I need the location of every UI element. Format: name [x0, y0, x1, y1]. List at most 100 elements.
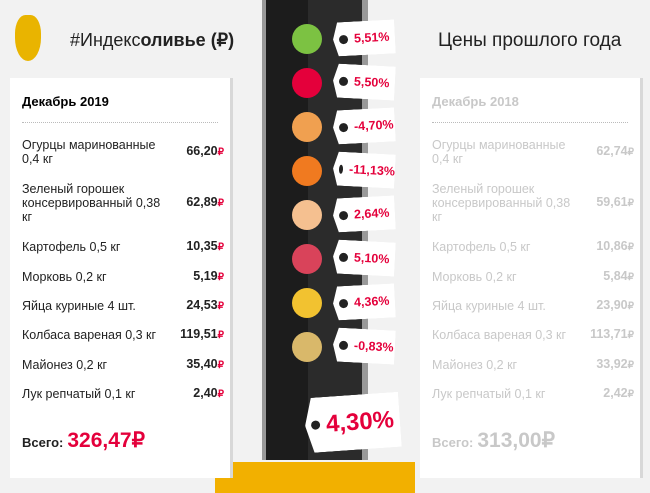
onion-icon: [292, 332, 322, 362]
item-price: 62,74₽: [596, 144, 634, 158]
price-row: Картофель 0,5 кг 10,35₽: [22, 239, 224, 255]
mayonnaise-icon: [292, 288, 322, 318]
sausage-icon: [292, 244, 322, 274]
price-row: Яйца куриные 4 шт. 23,90₽: [432, 298, 634, 314]
item-price: 24,53₽: [186, 298, 224, 312]
change-value: 5,10%: [353, 250, 390, 267]
item-name: Зеленый горошек консервированный 0,38 кг: [432, 182, 571, 224]
total-change-value: 4,30%: [325, 405, 395, 438]
current-total: Всего: 326,47₽: [22, 428, 145, 453]
total-label: Всего:: [432, 435, 474, 450]
price-row: Морковь 0,2 кг 5,84₽: [432, 269, 634, 285]
item-name: Картофель 0,5 кг: [22, 240, 121, 254]
tag-hole: [311, 420, 321, 430]
price-row: Лук репчатый 0,1 кг 2,40₽: [22, 386, 224, 402]
item-name: Морковь 0,2 кг: [22, 270, 107, 284]
item-price: 59,61₽: [596, 195, 634, 209]
change-value: 4,36%: [353, 293, 390, 310]
tag-hole: [339, 252, 348, 261]
item-name: Картофель 0,5 кг: [432, 240, 531, 254]
item-price: 66,20₽: [186, 144, 224, 158]
item-name: Яйца куриные 4 шт.: [22, 299, 136, 313]
current-period: Декабрь 2019: [22, 94, 109, 109]
item-name: Огурцы маринованные 0,4 кг: [432, 138, 566, 166]
carrot-icon: [292, 156, 322, 186]
price-row: Майонез 0,2 кг 33,92₽: [432, 357, 634, 373]
change-value: -0,83%: [353, 338, 394, 355]
total-change-tag: 4,30%: [303, 392, 402, 453]
price-row: Огурцы маринованные 0,4 кг 66,20₽: [22, 138, 224, 166]
total-value: 313,00₽: [477, 429, 555, 452]
item-price: 2,42₽: [603, 386, 634, 400]
price-row: Яйца куриные 4 шт. 24,53₽: [22, 298, 224, 314]
price-row: Зеленый горошек консервированный 0,38 кг…: [22, 182, 224, 224]
item-price: 2,40₽: [193, 386, 224, 400]
change-value: 2,64%: [353, 205, 390, 222]
item-name: Майонез 0,2 кг: [22, 358, 108, 372]
item-name: Лук репчатый 0,1 кг: [22, 387, 136, 401]
item-price: 35,40₽: [186, 357, 224, 371]
item-name: Колбаса вареная 0,3 кг: [432, 328, 567, 342]
price-row: Огурцы маринованные 0,4 кг 62,74₽: [432, 138, 634, 166]
tag-hole: [339, 298, 348, 307]
peas-can-icon: [292, 68, 322, 98]
item-price: 5,19₽: [193, 269, 224, 283]
item-name: Огурцы маринованные 0,4 кг: [22, 138, 156, 166]
change-value: 5,51%: [353, 29, 390, 46]
total-label: Всего:: [22, 435, 64, 450]
change-value: -11,13%: [348, 162, 396, 179]
previous-year-title: Цены прошлого года: [438, 30, 622, 51]
change-tag: 5,51%: [332, 19, 396, 56]
change-tag: -4,70%: [332, 107, 396, 144]
tag-hole: [339, 34, 348, 43]
item-price: 5,84₽: [603, 269, 634, 283]
change-tag: -11,13%: [332, 151, 396, 188]
change-tag: 4,36%: [332, 283, 396, 320]
change-tag: 2,64%: [332, 195, 396, 232]
title-suffix: (₽): [205, 30, 235, 50]
item-name: Морковь 0,2 кг: [432, 270, 517, 284]
current-prices-card: Декабрь 2019 Огурцы маринованные 0,4 кг 6…: [10, 78, 230, 478]
item-name: Майонез 0,2 кг: [432, 358, 518, 372]
coat-of-arms-logo: [15, 15, 41, 61]
previous-total: Всего: 313,00₽: [432, 428, 555, 453]
item-name: Лук репчатый 0,1 кг: [432, 387, 546, 401]
price-row: Лук репчатый 0,1 кг 2,42₽: [432, 386, 634, 402]
item-price: 119,51₽: [180, 327, 224, 341]
price-row: Колбаса вареная 0,3 кг 119,51₽: [22, 327, 224, 343]
tag-hole: [339, 164, 344, 173]
item-name: Колбаса вареная 0,3 кг: [22, 328, 157, 342]
item-price: 62,89₽: [186, 195, 224, 209]
change-value: 5,50%: [353, 74, 390, 91]
previous-period: Декабрь 2018: [432, 94, 519, 109]
change-value: -4,70%: [353, 117, 394, 134]
item-price: 10,86₽: [596, 239, 634, 253]
tag-hole: [339, 122, 348, 131]
egg-icon: [292, 200, 322, 230]
tag-hole: [339, 340, 348, 349]
item-price: 10,35₽: [186, 239, 224, 253]
item-price: 113,71₽: [590, 327, 634, 341]
tag-hole: [339, 210, 348, 219]
potato-icon: [292, 112, 322, 142]
price-row: Зеленый горошек консервированный 0,38 кг…: [432, 182, 634, 224]
price-row: Картофель 0,5 кг 10,86₽: [432, 239, 634, 255]
item-price: 33,92₽: [596, 357, 634, 371]
previous-prices-card: Декабрь 2018 Огурцы маринованные 0,4 кг 6…: [420, 78, 640, 478]
change-tag: 5,50%: [332, 63, 396, 100]
price-row: Майонез 0,2 кг 35,40₽: [22, 357, 224, 373]
title-prefix: #Индекс: [70, 30, 141, 50]
page-title: #Индексоливье (₽): [70, 30, 234, 51]
price-row: Колбаса вареная 0,3 кг 113,71₽: [432, 327, 634, 343]
price-row: Морковь 0,2 кг 5,19₽: [22, 269, 224, 285]
salad-bowl: [215, 462, 415, 493]
change-tag: 5,10%: [332, 239, 396, 276]
item-price: 23,90₽: [596, 298, 634, 312]
change-tag: -0,83%: [332, 327, 396, 364]
total-value: 326,47₽: [67, 429, 145, 452]
cucumber-icon: [292, 24, 322, 54]
tag-hole: [339, 76, 348, 85]
divider: [22, 122, 218, 123]
item-name: Яйца куриные 4 шт.: [432, 299, 546, 313]
item-name: Зеленый горошек консервированный 0,38 кг: [22, 182, 161, 224]
